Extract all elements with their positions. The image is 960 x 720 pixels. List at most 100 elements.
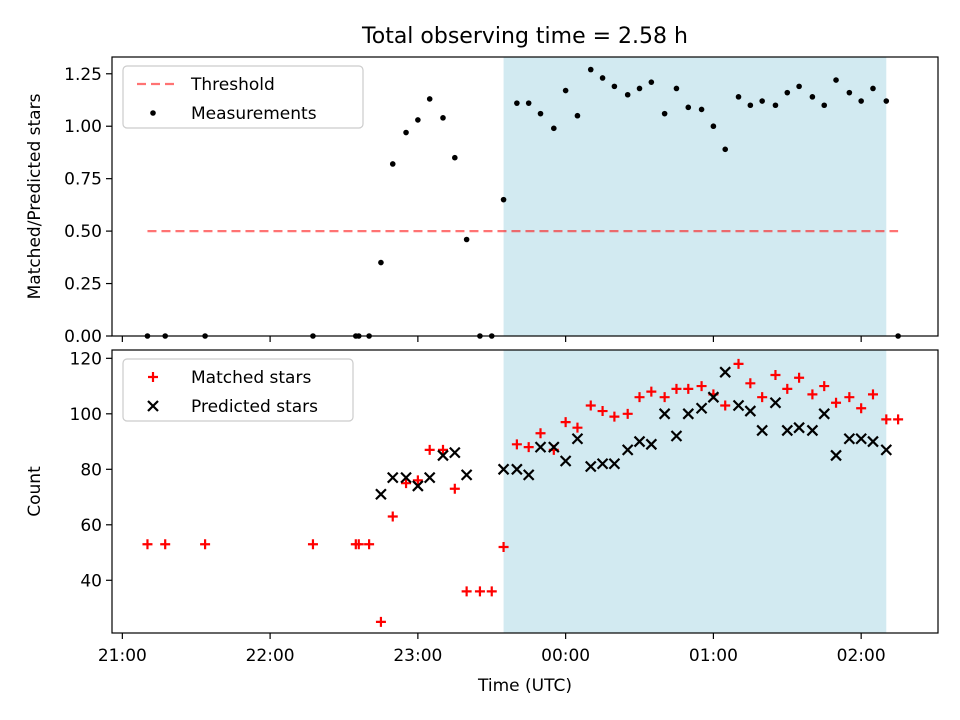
legend-swatch xyxy=(147,400,159,412)
data-point xyxy=(658,408,671,420)
y-tick-label: 1.00 xyxy=(64,117,102,137)
x-tick-label: 00:00 xyxy=(541,646,590,666)
data-point xyxy=(537,110,544,117)
data-point xyxy=(781,424,794,437)
data-point xyxy=(732,399,745,412)
x-tick-label: 01:00 xyxy=(689,646,738,666)
data-point xyxy=(794,372,805,383)
data-point xyxy=(535,428,546,439)
data-point xyxy=(486,586,497,597)
data-point xyxy=(830,449,842,462)
data-point xyxy=(661,110,668,117)
data-point xyxy=(720,400,731,411)
data-point xyxy=(757,392,768,403)
y-tick-label: 120 xyxy=(70,349,102,369)
data-point xyxy=(710,123,717,130)
data-point xyxy=(461,586,472,597)
data-point xyxy=(659,392,670,403)
data-point xyxy=(695,402,708,415)
data-point xyxy=(683,383,694,394)
data-point xyxy=(807,389,818,400)
data-point xyxy=(831,397,842,408)
legend-label: Threshold xyxy=(190,75,275,95)
x-tick-label: 02:00 xyxy=(837,646,886,666)
data-point xyxy=(858,98,864,104)
data-point xyxy=(793,421,805,434)
data-point xyxy=(682,408,695,420)
series-predicted-stars xyxy=(375,366,893,501)
data-point xyxy=(511,463,523,476)
x-tick-label: 23:00 xyxy=(393,646,442,666)
data-point xyxy=(856,403,867,414)
legend: Threshold Measurements xyxy=(122,65,364,129)
y-tick-label: 60 xyxy=(80,516,102,536)
data-point xyxy=(596,457,609,470)
data-point xyxy=(745,378,756,389)
y-tick-label: 0.25 xyxy=(64,275,102,295)
data-point xyxy=(846,89,853,96)
data-point xyxy=(821,102,828,109)
data-point xyxy=(460,469,473,481)
legend-label: Measurements xyxy=(191,104,317,124)
data-point xyxy=(772,102,779,109)
data-point xyxy=(562,87,569,94)
data-point xyxy=(403,129,409,136)
data-point xyxy=(809,94,816,100)
data-point xyxy=(735,94,742,100)
data-point xyxy=(584,460,597,473)
data-point xyxy=(412,480,424,492)
data-point xyxy=(437,444,448,455)
data-point xyxy=(770,369,781,380)
data-point xyxy=(608,457,621,470)
data-point xyxy=(474,586,485,597)
data-point xyxy=(364,539,375,550)
data-point xyxy=(587,66,594,73)
data-point xyxy=(756,424,768,437)
data-point xyxy=(386,471,399,484)
data-point xyxy=(744,405,757,417)
data-point xyxy=(534,441,547,453)
data-point xyxy=(609,411,620,422)
data-point xyxy=(867,435,879,448)
data-point xyxy=(880,444,893,456)
data-point xyxy=(449,446,461,459)
data-point xyxy=(648,79,655,85)
data-point xyxy=(440,115,446,121)
data-point xyxy=(574,112,581,119)
data-point xyxy=(855,433,867,445)
data-point xyxy=(747,102,754,109)
data-point xyxy=(883,98,890,104)
y-tick-label: 0.50 xyxy=(64,222,102,242)
data-point xyxy=(571,433,584,445)
legend-label: Predicted stars xyxy=(191,397,318,417)
data-point xyxy=(551,125,557,132)
data-point xyxy=(893,414,904,425)
x-axis-label: Time (UTC) xyxy=(477,676,572,696)
data-point xyxy=(671,383,682,394)
data-point xyxy=(818,408,830,420)
data-point xyxy=(389,161,396,167)
legend-frame xyxy=(122,358,354,422)
data-point xyxy=(633,435,646,448)
data-point xyxy=(719,366,731,378)
data-point xyxy=(400,471,412,484)
data-point xyxy=(698,106,705,113)
data-point xyxy=(733,358,744,369)
legend-label: Matched stars xyxy=(191,368,311,388)
data-point xyxy=(621,444,634,456)
data-point xyxy=(782,383,793,394)
data-point xyxy=(200,539,211,550)
data-point xyxy=(611,83,618,90)
data-point xyxy=(636,85,643,92)
data-point xyxy=(599,75,606,81)
data-point xyxy=(426,96,433,102)
data-point xyxy=(511,439,522,450)
data-point xyxy=(142,539,153,550)
data-point xyxy=(463,236,470,243)
legend-frame xyxy=(122,65,364,129)
data-point xyxy=(622,408,633,419)
observing-window-shade xyxy=(503,350,887,633)
y-tick-label: 40 xyxy=(80,571,102,591)
data-point xyxy=(375,488,387,501)
data-point xyxy=(585,400,596,411)
